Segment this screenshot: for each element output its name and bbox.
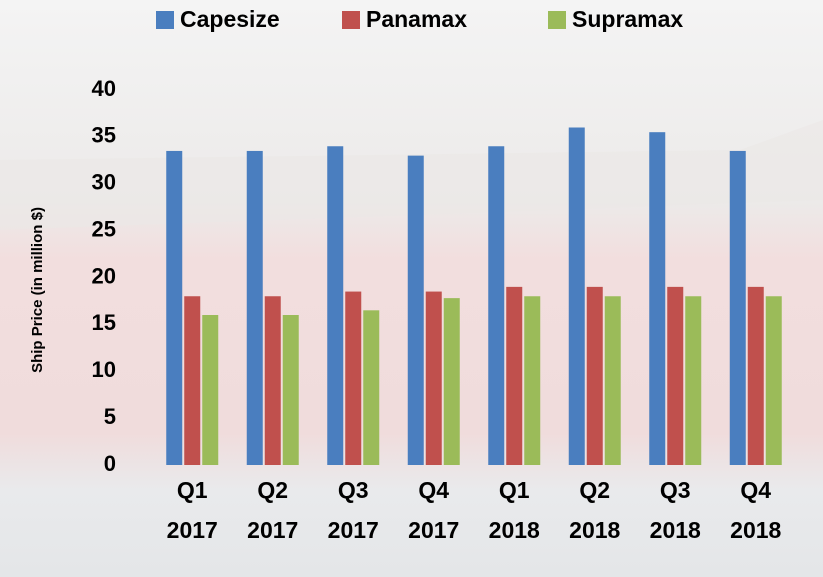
bar [345, 291, 362, 465]
y-tick-label: 5 [104, 404, 116, 429]
x-tick-label: 2017 [408, 517, 459, 543]
bar [604, 296, 621, 465]
legend-swatch [548, 11, 566, 29]
bar [184, 296, 201, 465]
bar [264, 296, 281, 465]
y-tick-label: 25 [92, 216, 116, 241]
bar [488, 146, 505, 465]
bar [524, 296, 541, 465]
x-tick-label: Q1 [177, 477, 208, 503]
bar [166, 150, 183, 465]
legend-label: Capesize [180, 6, 280, 32]
y-tick-label: 40 [92, 76, 116, 101]
bar [649, 132, 666, 465]
legend-label: Panamax [366, 6, 467, 32]
y-tick-label: 0 [104, 451, 116, 476]
bar [506, 286, 523, 465]
bar [246, 150, 263, 465]
bar [202, 315, 219, 465]
bar [729, 150, 746, 465]
x-tick-label: Q3 [338, 477, 369, 503]
x-tick-label: 2017 [167, 517, 218, 543]
y-tick-label: 35 [92, 123, 116, 148]
bar [765, 296, 782, 465]
bar [586, 286, 603, 465]
x-tick-label: Q1 [499, 477, 530, 503]
x-tick-label: 2018 [650, 517, 701, 543]
x-tick-label: 2018 [730, 517, 781, 543]
y-axis-title: Ship Price (in million $) [29, 207, 46, 373]
bar [667, 286, 684, 465]
x-tick-label: 2018 [569, 517, 620, 543]
y-tick-label: 30 [92, 170, 116, 195]
bar [568, 127, 585, 465]
bar [443, 298, 460, 465]
x-tick-label: 2017 [328, 517, 379, 543]
x-tick-label: 2018 [489, 517, 540, 543]
bar [685, 296, 702, 465]
y-tick-label: 10 [92, 357, 116, 382]
bar [282, 315, 299, 465]
legend-swatch [156, 11, 174, 29]
x-tick-label: Q4 [418, 477, 449, 503]
legend-swatch [342, 11, 360, 29]
bar [747, 286, 764, 465]
x-tick-label: Q4 [740, 477, 771, 503]
bar [327, 146, 344, 465]
bar [363, 310, 380, 465]
legend-label: Supramax [572, 6, 683, 32]
x-tick-label: Q3 [660, 477, 691, 503]
bar [407, 155, 424, 465]
x-tick-label: Q2 [579, 477, 610, 503]
bar [425, 291, 442, 465]
x-tick-label: Q2 [257, 477, 288, 503]
y-tick-label: 15 [92, 310, 116, 335]
x-tick-label: 2017 [247, 517, 298, 543]
y-tick-label: 20 [92, 263, 116, 288]
